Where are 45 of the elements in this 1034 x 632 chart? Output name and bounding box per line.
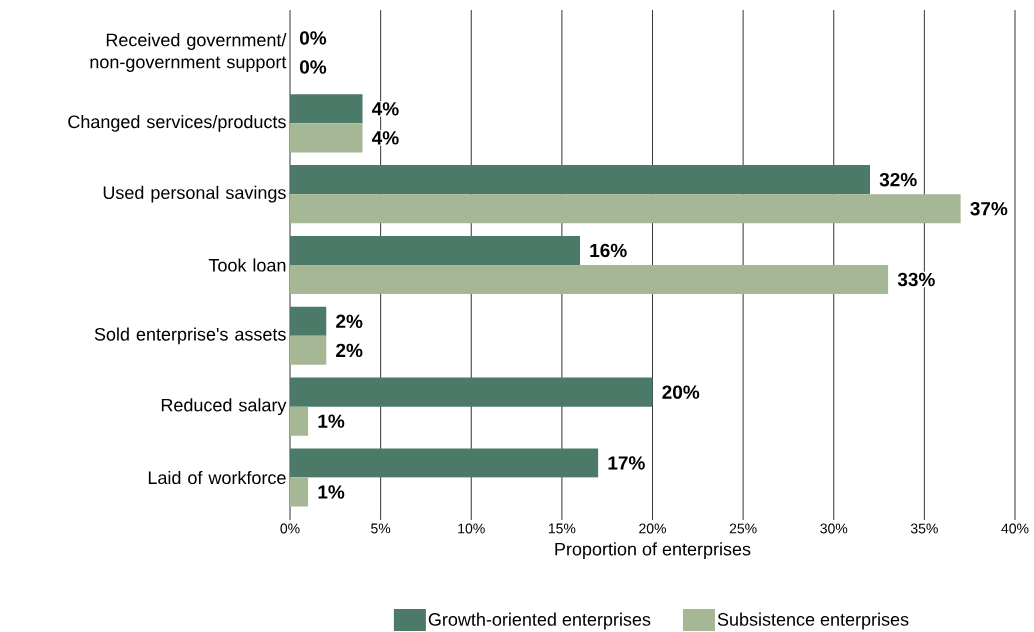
data-label: 4% <box>371 102 399 116</box>
bar <box>290 406 309 436</box>
bar <box>290 123 363 153</box>
x-tick-label: 20% <box>639 523 667 534</box>
x-tick-label: 0% <box>280 523 300 534</box>
y-tick-label: Used personal savings <box>103 185 286 203</box>
bar <box>290 94 363 124</box>
x-tick-label: 5% <box>371 523 391 534</box>
data-label: 32% <box>879 172 917 187</box>
y-tick-label: Reduced salary <box>161 398 287 416</box>
x-axis-title: Proportion of enterprises <box>555 542 751 560</box>
y-tick-label: Changed services/products <box>68 114 286 132</box>
y-tick-label: Sold enterprise's assets <box>94 327 286 345</box>
bar <box>290 377 653 407</box>
bar <box>290 194 961 224</box>
bar <box>290 265 889 295</box>
y-tick-label: Took loan <box>208 258 286 272</box>
x-tick-label: 10% <box>458 523 485 534</box>
data-label: 4% <box>371 131 399 145</box>
data-label: 0% <box>299 60 327 74</box>
data-label: 33% <box>897 272 935 287</box>
bar <box>290 306 327 336</box>
data-label: 1% <box>318 485 345 499</box>
y-tick-label: Laid of workforce <box>148 470 286 485</box>
bar <box>290 235 580 265</box>
y-tick-label: Received government/non-government support <box>90 33 287 72</box>
x-tick-label: 15% <box>548 523 576 534</box>
bar <box>290 335 327 365</box>
bar <box>290 448 599 478</box>
data-label: 20% <box>662 385 700 399</box>
legend-label: Growth-oriented enterprises <box>428 612 651 630</box>
data-label: 0% <box>299 31 327 45</box>
x-tick-label: 35% <box>910 523 938 534</box>
bar <box>290 477 309 507</box>
data-label: 1% <box>318 414 345 428</box>
x-tick-label: 25% <box>729 523 757 534</box>
data-label: 37% <box>970 201 1008 216</box>
data-label: 16% <box>590 243 627 258</box>
data-label: 2% <box>336 343 363 358</box>
x-tick-label: 30% <box>820 523 848 534</box>
bar <box>290 165 870 195</box>
legend-label: Subsistence enterprises <box>717 612 909 630</box>
data-label: 17% <box>608 456 645 470</box>
data-label: 2% <box>336 314 363 329</box>
x-tick-label: 40% <box>1001 523 1029 534</box>
